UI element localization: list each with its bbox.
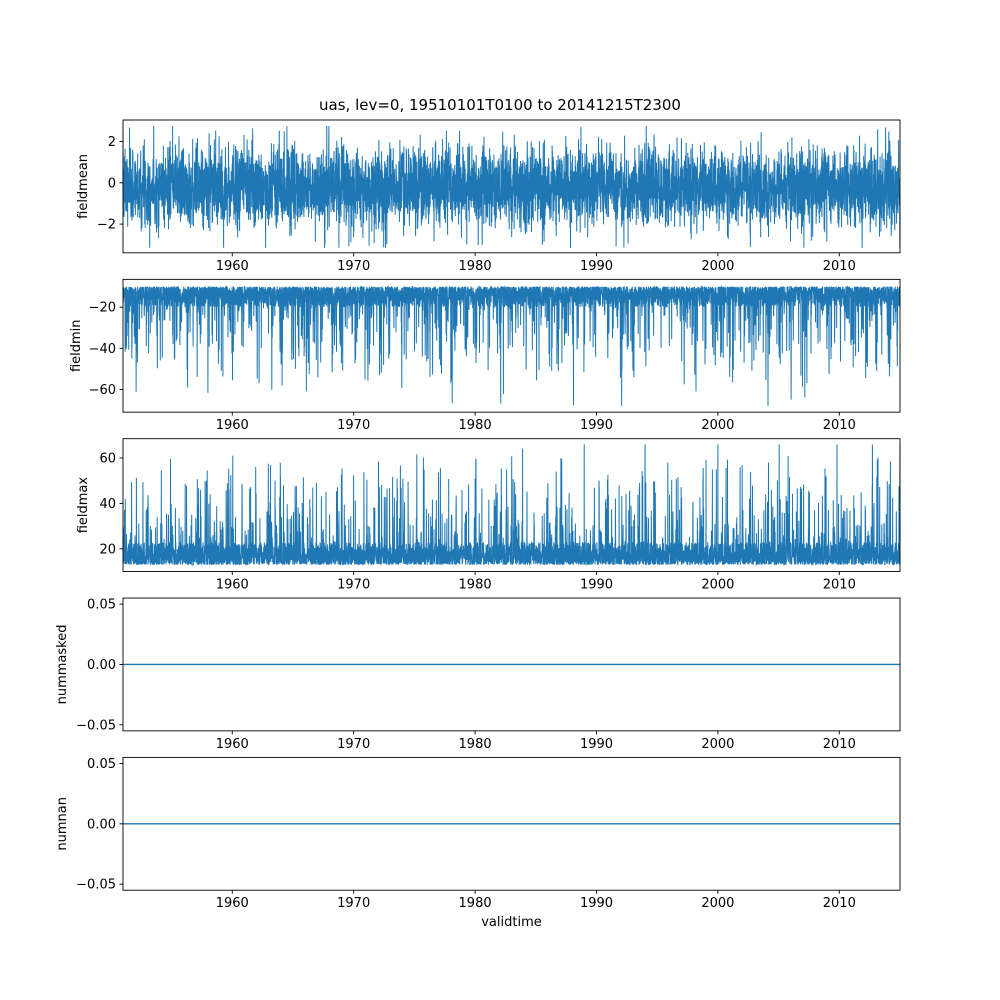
fieldmean-y-ticks: 2 0 −2 [97,135,123,233]
numnan-y-axis-label: numnan [55,797,70,851]
fieldmin-axes-frame [122,278,901,413]
svg-text:1990: 1990 [580,578,613,593]
fieldmax-x-ticks: 1960 1970 1980 1990 2000 2010 [216,571,856,593]
svg-text:1960: 1960 [216,418,249,433]
svg-text:1980: 1980 [459,737,492,752]
svg-text:20: 20 [99,542,116,557]
fieldmax-series [122,444,901,567]
svg-text:2000: 2000 [701,896,734,911]
svg-text:60: 60 [99,451,116,466]
fieldmin-series [122,284,901,407]
svg-text:1990: 1990 [580,896,613,911]
subplot-fieldmean: 1960 1970 1980 1990 2000 2010 2 0 −2 fieldmean [76,119,901,274]
nummasked-y-axis-label: nummasked [55,625,70,705]
svg-text:1980: 1980 [459,896,492,911]
svg-text:2: 2 [108,135,116,150]
svg-text:2000: 2000 [701,578,734,593]
subplot-fieldmin: 1960 1970 1980 1990 2000 2010 −20 −40 −60 fieldmi… [69,278,901,433]
fieldmin-y-axis-label: fieldmin [69,319,84,372]
fieldmin-y-ticks: −20 −40 −60 [89,301,123,398]
svg-text:1980: 1980 [459,578,492,593]
svg-text:−40: −40 [89,342,116,357]
svg-text:−0.05: −0.05 [76,718,116,733]
x-axis-label: validtime [481,915,542,930]
svg-text:0.00: 0.00 [87,817,116,832]
svg-text:2000: 2000 [701,737,734,752]
numnan-y-ticks: 0.05 0.00 −0.05 [76,757,123,893]
subplot-numnan: 1960 1970 1980 1990 2000 2010 0.05 0.00 −0.05 num… [55,757,901,911]
svg-text:1970: 1970 [337,418,370,433]
svg-text:1990: 1990 [580,418,613,433]
svg-text:1970: 1970 [337,737,370,752]
svg-text:1970: 1970 [337,896,370,911]
svg-text:−0.05: −0.05 [76,878,116,893]
svg-text:2010: 2010 [823,896,856,911]
svg-text:0: 0 [108,176,116,191]
svg-text:2000: 2000 [701,418,734,433]
fieldmean-axes-frame [122,119,901,254]
fieldmean-x-ticks: 1960 1970 1980 1990 2000 2010 [216,252,856,274]
svg-text:2010: 2010 [823,418,856,433]
svg-text:40: 40 [99,497,116,512]
fieldmax-axes-frame [122,438,901,572]
svg-text:1960: 1960 [216,896,249,911]
svg-text:1970: 1970 [337,578,370,593]
svg-text:2010: 2010 [823,259,856,274]
nummasked-y-ticks: 0.05 0.00 −0.05 [76,598,123,733]
svg-text:0.05: 0.05 [87,757,116,772]
fieldmean-series [122,125,901,248]
fieldmax-y-ticks: 60 40 20 [99,451,123,557]
svg-text:0.00: 0.00 [87,658,116,673]
svg-text:−2: −2 [97,218,116,233]
svg-text:1990: 1990 [580,259,613,274]
svg-text:1980: 1980 [459,418,492,433]
svg-text:2010: 2010 [823,578,856,593]
subplot-nummasked: 1960 1970 1980 1990 2000 2010 0.05 0.00 −0.05 num… [55,598,901,752]
svg-text:1960: 1960 [216,578,249,593]
svg-text:−20: −20 [89,301,116,316]
fieldmax-y-axis-label: fieldmax [76,477,91,534]
svg-text:1990: 1990 [580,737,613,752]
subplot-fieldmax: 1960 1970 1980 1990 2000 2010 60 40 20 fieldmax [76,438,901,593]
svg-text:1960: 1960 [216,737,249,752]
fieldmean-y-axis-label: fieldmean [76,154,91,219]
nummasked-x-ticks: 1960 1970 1980 1990 2000 2010 [216,730,856,752]
svg-text:1980: 1980 [459,259,492,274]
chart-title: uas, lev=0, 19510101T0100 to 20141215T23… [319,96,681,114]
svg-text:1960: 1960 [216,259,249,274]
fieldmin-x-ticks: 1960 1970 1980 1990 2000 2010 [216,412,856,433]
svg-text:0.05: 0.05 [87,598,116,613]
svg-text:1970: 1970 [337,259,370,274]
numnan-x-ticks: 1960 1970 1980 1990 2000 2010 [216,890,856,911]
svg-text:2000: 2000 [701,259,734,274]
svg-text:−60: −60 [89,383,116,398]
svg-text:2010: 2010 [823,737,856,752]
